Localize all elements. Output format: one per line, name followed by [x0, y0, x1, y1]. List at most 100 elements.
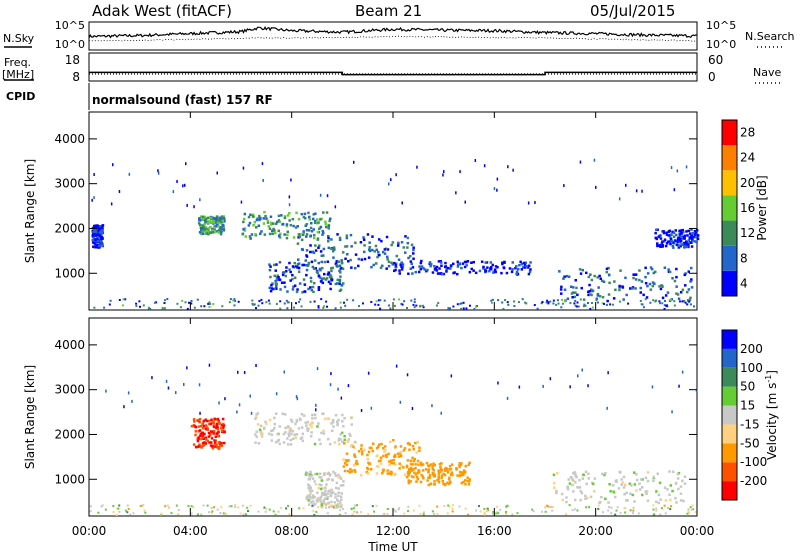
- velocity-ground-cell: [371, 505, 374, 508]
- velocity-ground-cell: [367, 512, 370, 515]
- power-cell: [205, 229, 209, 233]
- power-ground-cell: [179, 306, 182, 309]
- power-cell: [303, 283, 307, 286]
- velocity-cell: [199, 424, 203, 428]
- power-ground-cell: [664, 300, 666, 302]
- velocity-cell: [586, 496, 589, 500]
- velocity-cell: [420, 463, 423, 467]
- velocity-ground-cell: [431, 510, 434, 513]
- velocity-cell: [414, 441, 417, 445]
- velocity-ground-cell: [664, 512, 667, 515]
- power-cell: [478, 269, 482, 273]
- power-cell: [582, 298, 586, 301]
- velocity-ground-cell: [264, 510, 267, 513]
- power-cell: [312, 290, 315, 294]
- power-ground-cell: [596, 301, 599, 304]
- power-cell: [281, 223, 284, 226]
- velocity-cell: [222, 426, 225, 429]
- power-cell: [291, 273, 294, 277]
- power-cell: [334, 262, 338, 265]
- velocity-cell: [337, 418, 340, 422]
- power-cell: [453, 271, 456, 274]
- velocity-ground-cell: [448, 505, 451, 508]
- velocity-cell: [552, 482, 556, 485]
- velocity-cell: [421, 469, 425, 472]
- power-ground-cell: [583, 303, 586, 306]
- power-sparse-cell: [172, 190, 175, 194]
- power-cell: [420, 265, 424, 268]
- velocity-cell: [633, 471, 636, 474]
- power-cell: [220, 227, 224, 230]
- station-title: Adak West (fitACF): [92, 2, 232, 20]
- velocity-cell: [466, 479, 469, 483]
- velocity-sparse-cell: [316, 367, 319, 371]
- velocity-cell: [206, 428, 210, 431]
- velocity-colorbar-tick: -15: [740, 417, 760, 431]
- velocity-cell: [339, 477, 343, 480]
- power-cell: [338, 282, 342, 286]
- velocity-ground-cell: [210, 507, 213, 509]
- power-cell: [484, 261, 487, 264]
- power-cell: [667, 268, 670, 271]
- velocity-cell: [214, 441, 217, 445]
- velocity-cell: [409, 466, 413, 470]
- freq-unit-label: [MHz]: [2, 68, 34, 81]
- velocity-ground-cell: [660, 507, 663, 510]
- power-cell: [219, 232, 223, 236]
- power-cell: [470, 267, 473, 271]
- velocity-cell: [372, 442, 375, 445]
- velocity-cell: [614, 495, 617, 499]
- velocity-sparse-cell: [395, 364, 398, 368]
- velocity-cell: [213, 439, 216, 442]
- power-cell: [317, 261, 320, 265]
- velocity-ground-cell: [588, 506, 590, 509]
- velocity-cell: [619, 471, 622, 474]
- power-cell: [602, 280, 606, 283]
- velocity-ground-cell: [272, 510, 275, 513]
- power-cell: [330, 247, 333, 250]
- power-sparse-cell: [641, 189, 643, 193]
- power-ground-cell: [591, 302, 593, 304]
- velocity-cell: [212, 425, 216, 428]
- power-cell: [374, 244, 378, 248]
- power-cell: [250, 233, 254, 236]
- power-cell: [625, 293, 628, 297]
- velocity-ground-cell: [355, 510, 358, 513]
- velocity-cell: [273, 426, 276, 430]
- velocity-ground-cell: [407, 505, 410, 508]
- velocity-ground-cell: [544, 510, 547, 513]
- power-cell: [279, 232, 282, 236]
- power-cell: [292, 224, 295, 228]
- velocity-cell: [443, 473, 447, 477]
- power-cell: [313, 236, 316, 240]
- velocity-ground-cell: [547, 505, 550, 508]
- velocity-cell: [342, 425, 345, 428]
- velocity-cell: [259, 430, 263, 433]
- velocity-cell: [312, 494, 315, 497]
- velocity-ground-cell: [280, 507, 283, 509]
- velocity-cell: [655, 500, 658, 503]
- velocity-cell: [555, 489, 558, 493]
- velocity-cell: [339, 503, 343, 506]
- velocity-cell: [331, 419, 335, 422]
- power-colorbar-frame: [721, 119, 738, 297]
- velocity-cell: [620, 478, 623, 481]
- velocity-cell: [278, 425, 282, 428]
- power-sparse-cell: [242, 166, 245, 170]
- velocity-cell: [204, 436, 207, 439]
- power-cell: [680, 243, 683, 246]
- velocity-cell: [631, 493, 634, 497]
- power-cell: [472, 269, 475, 272]
- xaxis-tick-label: 16:00: [477, 524, 512, 538]
- power-cell: [559, 288, 563, 291]
- power-sparse-cell: [157, 171, 160, 175]
- velocity-cell: [340, 498, 343, 501]
- velocity-cell: [447, 482, 450, 486]
- velocity-cell: [286, 443, 290, 446]
- velocity-sparse-cell: [440, 411, 442, 415]
- power-sparse-cell: [563, 184, 565, 188]
- velocity-ground-cell: [168, 506, 171, 509]
- power-ground-cell: [193, 306, 196, 309]
- power-cell: [203, 222, 206, 226]
- power-cell: [271, 282, 274, 285]
